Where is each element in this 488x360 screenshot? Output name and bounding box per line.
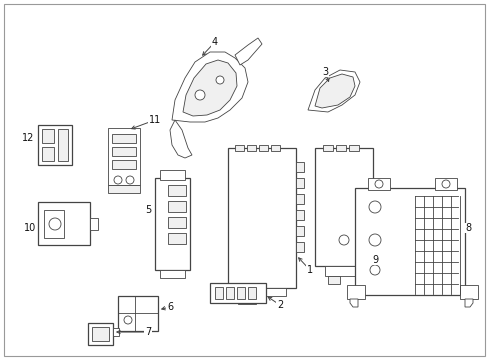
Bar — [112, 147, 136, 156]
Bar — [327, 276, 339, 284]
Text: 6: 6 — [166, 302, 173, 312]
Polygon shape — [235, 38, 262, 65]
Bar — [246, 145, 256, 151]
Bar — [168, 217, 185, 228]
Bar — [295, 210, 304, 220]
Bar — [346, 285, 364, 299]
Bar — [295, 194, 304, 204]
Bar — [295, 226, 304, 236]
Bar — [225, 287, 234, 299]
Bar — [295, 162, 304, 172]
Circle shape — [368, 234, 380, 246]
Bar — [42, 129, 54, 143]
Text: 11: 11 — [148, 115, 161, 125]
Circle shape — [126, 176, 134, 184]
Bar — [238, 296, 256, 304]
Circle shape — [369, 265, 379, 275]
Bar — [38, 125, 72, 165]
Text: 4: 4 — [211, 37, 218, 47]
Bar — [160, 270, 184, 278]
Bar — [459, 285, 477, 299]
Circle shape — [338, 235, 348, 245]
Bar — [323, 145, 332, 151]
Text: 5: 5 — [144, 205, 151, 215]
Bar — [113, 328, 119, 336]
Bar — [108, 128, 140, 185]
Bar — [295, 242, 304, 252]
Bar — [235, 145, 244, 151]
Bar — [112, 160, 136, 169]
Bar — [237, 287, 244, 299]
Text: 1: 1 — [306, 265, 312, 275]
Bar — [92, 327, 109, 341]
Polygon shape — [183, 60, 237, 116]
Polygon shape — [349, 299, 357, 307]
Polygon shape — [307, 70, 359, 112]
Text: 12: 12 — [22, 133, 34, 143]
Bar — [108, 185, 140, 193]
Bar — [168, 185, 185, 196]
Bar — [160, 170, 184, 180]
Bar — [335, 145, 346, 151]
Circle shape — [374, 180, 382, 188]
Text: 7: 7 — [144, 327, 151, 337]
Polygon shape — [314, 74, 354, 108]
Bar — [38, 202, 90, 245]
Circle shape — [216, 76, 224, 84]
Text: 2: 2 — [276, 300, 283, 310]
Bar — [215, 287, 223, 299]
Bar — [259, 145, 267, 151]
Circle shape — [195, 90, 204, 100]
Bar — [88, 323, 113, 345]
Bar — [155, 178, 190, 270]
Bar — [270, 145, 280, 151]
Bar — [314, 148, 372, 266]
Bar — [348, 145, 358, 151]
Bar — [434, 178, 456, 190]
Bar — [118, 296, 158, 331]
Bar — [209, 283, 265, 303]
Bar — [325, 266, 362, 276]
Circle shape — [124, 316, 132, 324]
Bar — [238, 288, 285, 296]
Bar — [367, 178, 389, 190]
Bar — [295, 178, 304, 188]
Text: 9: 9 — [371, 255, 377, 265]
Bar — [112, 134, 136, 143]
Polygon shape — [172, 52, 247, 122]
Bar — [58, 129, 68, 161]
Text: 10: 10 — [24, 223, 36, 233]
Polygon shape — [170, 120, 192, 158]
Text: 3: 3 — [321, 67, 327, 77]
Bar — [168, 233, 185, 244]
Polygon shape — [464, 299, 472, 307]
Bar — [42, 147, 54, 161]
Bar — [354, 188, 464, 295]
Bar — [247, 287, 256, 299]
Circle shape — [114, 176, 122, 184]
Bar — [168, 201, 185, 212]
Text: 8: 8 — [464, 223, 470, 233]
Bar — [44, 210, 64, 238]
Bar — [227, 148, 295, 288]
Bar — [90, 218, 98, 230]
Circle shape — [441, 180, 449, 188]
Circle shape — [368, 201, 380, 213]
Circle shape — [49, 218, 61, 230]
